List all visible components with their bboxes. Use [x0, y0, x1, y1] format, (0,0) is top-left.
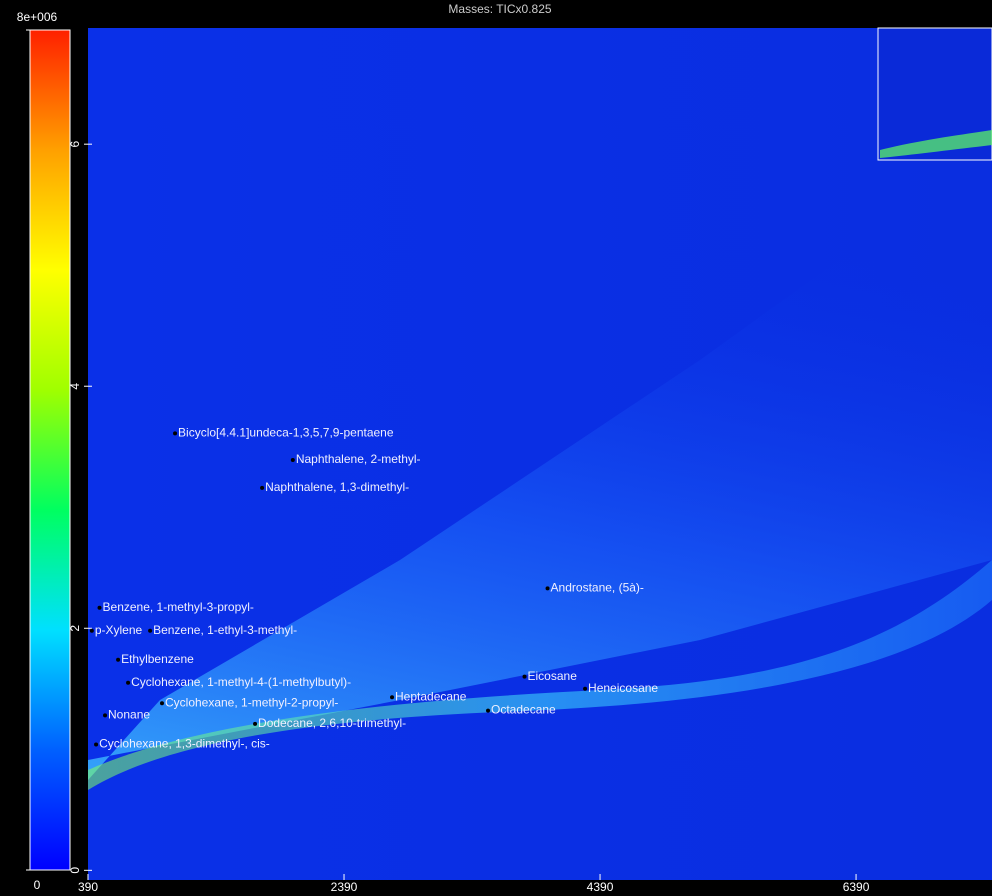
peak-marker — [291, 458, 295, 462]
peak-label: Naphthalene, 2-methyl- — [296, 452, 421, 466]
chart: Masses: TICx0.825 0 8e+006 390 2390 4390 6390… — [0, 0, 992, 896]
peak-marker — [260, 486, 264, 490]
peak-marker — [390, 695, 394, 699]
peak-label: Heptadecane — [395, 689, 467, 703]
peak-marker — [94, 742, 98, 746]
peak-marker — [90, 629, 94, 633]
y-tick-label: 4 — [68, 383, 82, 390]
peak-label: p-Xylene — [95, 623, 143, 637]
peak-marker — [103, 713, 107, 717]
peak-label: Bicyclo[4.4.1]undeca-1,3,5,7,9-pentaene — [178, 426, 394, 440]
page: Masses: TICx0.825 0 8e+006 390 2390 4390 6390… — [0, 0, 992, 896]
peak-marker — [546, 586, 550, 590]
x-tick-label: 4390 — [587, 880, 614, 894]
peak-label: Nonane — [108, 708, 150, 722]
colorbar — [30, 30, 70, 870]
colorbar-tick-label: 8e+006 — [17, 10, 58, 24]
peak-label: Androstane, (5à)- — [551, 581, 644, 595]
peak-label: Octadecane — [491, 703, 556, 717]
x-tick-label: 390 — [78, 880, 98, 894]
peak-label: Cyclohexane, 1-methyl-4-(1-methylbutyl)- — [131, 675, 351, 689]
peak-label: Cyclohexane, 1-methyl-2-propyl- — [165, 695, 338, 709]
peak-marker — [126, 681, 130, 685]
peak-label: Eicosane — [528, 669, 578, 683]
peak-marker — [173, 431, 177, 435]
peak-marker — [253, 722, 257, 726]
peak-label: Dodecane, 2,6,10-trimethyl- — [258, 716, 406, 730]
peak-label: Cyclohexane, 1,3-dimethyl-, cis- — [99, 737, 270, 751]
peak-label: Benzene, 1-ethyl-3-methyl- — [153, 623, 297, 637]
peak-marker — [523, 675, 527, 679]
peak-marker — [148, 629, 152, 633]
peak-marker — [116, 658, 120, 662]
peak-label: Naphthalene, 1,3-dimethyl- — [265, 480, 409, 494]
y-tick-label: 0 — [68, 867, 82, 874]
peak-marker — [160, 701, 164, 705]
y-tick-label: 6 — [68, 141, 82, 148]
colorbar-tick-label: 0 — [34, 878, 41, 892]
x-tick-label: 2390 — [331, 880, 358, 894]
x-tick-label: 6390 — [843, 880, 870, 894]
chart-title: Masses: TICx0.825 — [448, 2, 551, 16]
peak-marker — [486, 709, 490, 713]
peak-marker — [583, 687, 587, 691]
peak-label: Heneicosane — [588, 681, 658, 695]
peak-label: Ethylbenzene — [121, 652, 194, 666]
y-tick-label: 2 — [68, 625, 82, 632]
peak-label: Benzene, 1-methyl-3-propyl- — [103, 600, 254, 614]
peak-marker — [98, 606, 102, 610]
